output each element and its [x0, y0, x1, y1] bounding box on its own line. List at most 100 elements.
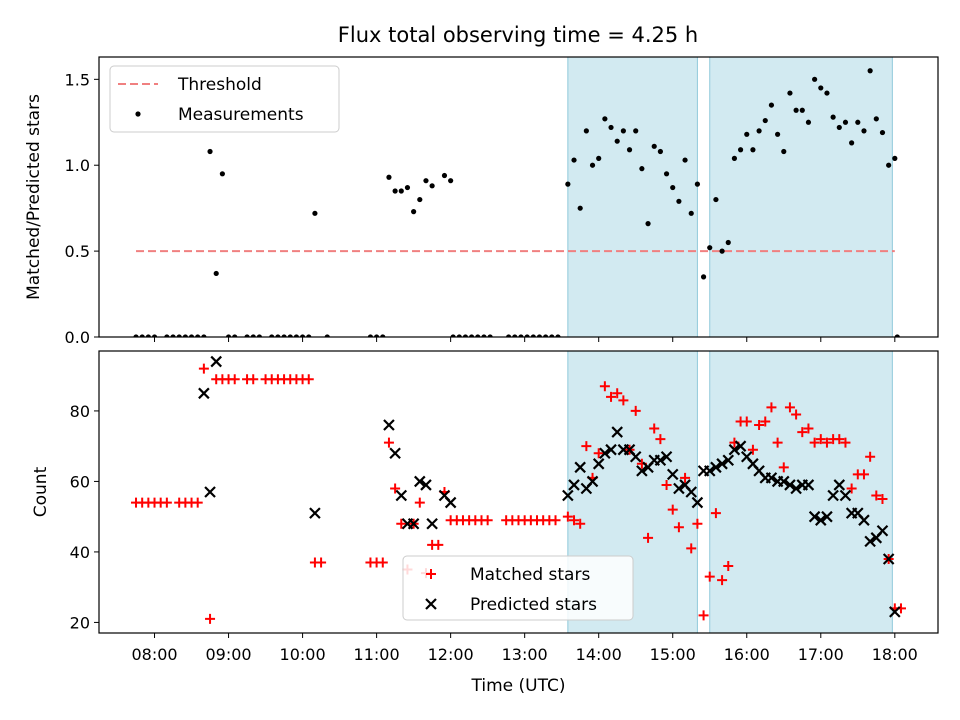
- measurements-point: [275, 334, 281, 337]
- matched-stars-point: [414, 497, 425, 508]
- matched-stars-point: [575, 518, 586, 529]
- xtick-label: 08:00: [131, 645, 177, 664]
- matched-stars-point: [303, 374, 314, 385]
- predicted-stars-point: [666, 468, 679, 481]
- matched-stars-point: [198, 363, 209, 374]
- measurements-point: [139, 334, 145, 337]
- measurements-point: [596, 155, 602, 161]
- top-panel: 0.0 0.5 1.0 1.5 Matched/Predicted stars Thres…: [24, 56, 939, 347]
- predicted-stars-point: [204, 486, 216, 498]
- measurements-point: [536, 334, 543, 337]
- matched-stars-point: [643, 532, 654, 543]
- measurements-point: [441, 172, 448, 179]
- top-ytick-label: 1.5: [65, 70, 90, 89]
- measurements-point: [775, 131, 781, 137]
- matched-stars-point: [791, 409, 802, 420]
- bottom-ytick-label: 60: [70, 472, 90, 491]
- top-legend: Threshold Measurements: [109, 65, 340, 133]
- matched-stars-point: [655, 434, 666, 445]
- matched-stars-point: [593, 448, 604, 459]
- matched-stars-point: [698, 610, 709, 621]
- top-ytick-label: 1.0: [65, 156, 90, 175]
- matched-stars-point: [834, 434, 845, 445]
- xtick-label: 14:00: [576, 645, 622, 664]
- measurements-point: [456, 334, 462, 337]
- measurements-point: [830, 114, 836, 120]
- predicted-stars-point: [414, 475, 426, 488]
- measurements-point: [855, 119, 861, 125]
- bottom-legend-box: [402, 555, 634, 621]
- predicted-stars-point: [426, 517, 438, 530]
- matched-stars-point: [747, 444, 758, 455]
- predicted-stars-point: [673, 482, 685, 495]
- measurements-point: [549, 334, 555, 337]
- matched-stars-point: [840, 437, 851, 448]
- measurements-point: [374, 334, 380, 337]
- matched-stars-point: [390, 483, 401, 494]
- measurements-point: [530, 334, 536, 337]
- predicted-stars-point: [636, 465, 648, 477]
- matched-stars-point: [680, 472, 691, 483]
- top-shaded-interval-2: [709, 56, 893, 338]
- measurements-point: [651, 143, 657, 149]
- matched-stars-point: [482, 515, 493, 526]
- measurements-point: [849, 140, 855, 146]
- predicted-stars-point: [592, 458, 605, 470]
- measurements-point: [781, 148, 787, 155]
- measurements-point: [842, 119, 849, 125]
- predicted-stars-point: [660, 450, 673, 463]
- predicted-stars-point: [444, 496, 457, 509]
- predicted-stars-point: [407, 517, 420, 530]
- measurements-point: [188, 334, 195, 337]
- predicted-stars-point: [889, 606, 901, 618]
- measurements-point: [398, 188, 404, 194]
- matched-stars-point: [618, 395, 629, 406]
- predicted-stars-point: [654, 454, 667, 467]
- top-legend-box: [109, 65, 340, 133]
- bottom-ytick-label: 40: [70, 543, 90, 562]
- measurements-point: [256, 334, 262, 337]
- predicted-stars-point: [784, 479, 796, 491]
- measurements-point: [799, 107, 805, 113]
- matched-stars-point: [772, 437, 783, 448]
- measurements-point: [768, 102, 775, 108]
- measurements-point: [518, 334, 524, 337]
- predicted-stars-point: [599, 447, 611, 460]
- measurements-point: [380, 334, 386, 337]
- matched-stars-point: [606, 391, 617, 402]
- matched-stars-point: [865, 451, 876, 462]
- measurements-point: [367, 334, 374, 337]
- measurements-point: [133, 334, 139, 337]
- measurements-point: [417, 196, 423, 203]
- predicted-stars-point: [420, 479, 432, 491]
- matched-stars-point: [710, 508, 721, 519]
- measurements-point: [207, 148, 213, 155]
- measurements-point: [756, 128, 762, 134]
- predicted-stars-point: [198, 387, 210, 400]
- matched-stars-point: [809, 437, 820, 448]
- xtick-label: 18:00: [872, 645, 918, 664]
- xtick-label: 10:00: [280, 645, 326, 664]
- predicted-stars-point: [562, 489, 574, 502]
- measurements-point: [244, 334, 250, 337]
- measurements-point: [583, 128, 589, 134]
- legend-predicted-swatch: [425, 598, 437, 610]
- measurements-point: [506, 334, 512, 337]
- bottom-ytick-label: 20: [70, 613, 90, 632]
- measurements-point: [145, 334, 151, 337]
- predicted-stars-point: [790, 482, 802, 495]
- matched-stars-point: [433, 539, 444, 550]
- measurements-point: [633, 128, 639, 134]
- predicted-stars-point: [629, 450, 642, 463]
- measurements-point: [306, 334, 312, 337]
- matched-stars-point: [754, 420, 765, 431]
- measurements-point: [818, 85, 824, 91]
- matched-stars-point: [192, 497, 203, 508]
- top-axes-frame: [98, 56, 939, 338]
- matched-stars-point: [723, 561, 734, 572]
- measurements-point: [688, 210, 694, 216]
- measurements-point: [312, 210, 318, 216]
- measurements-point: [386, 174, 392, 180]
- matched-stars-point: [383, 437, 394, 448]
- measurements-point: [164, 334, 170, 337]
